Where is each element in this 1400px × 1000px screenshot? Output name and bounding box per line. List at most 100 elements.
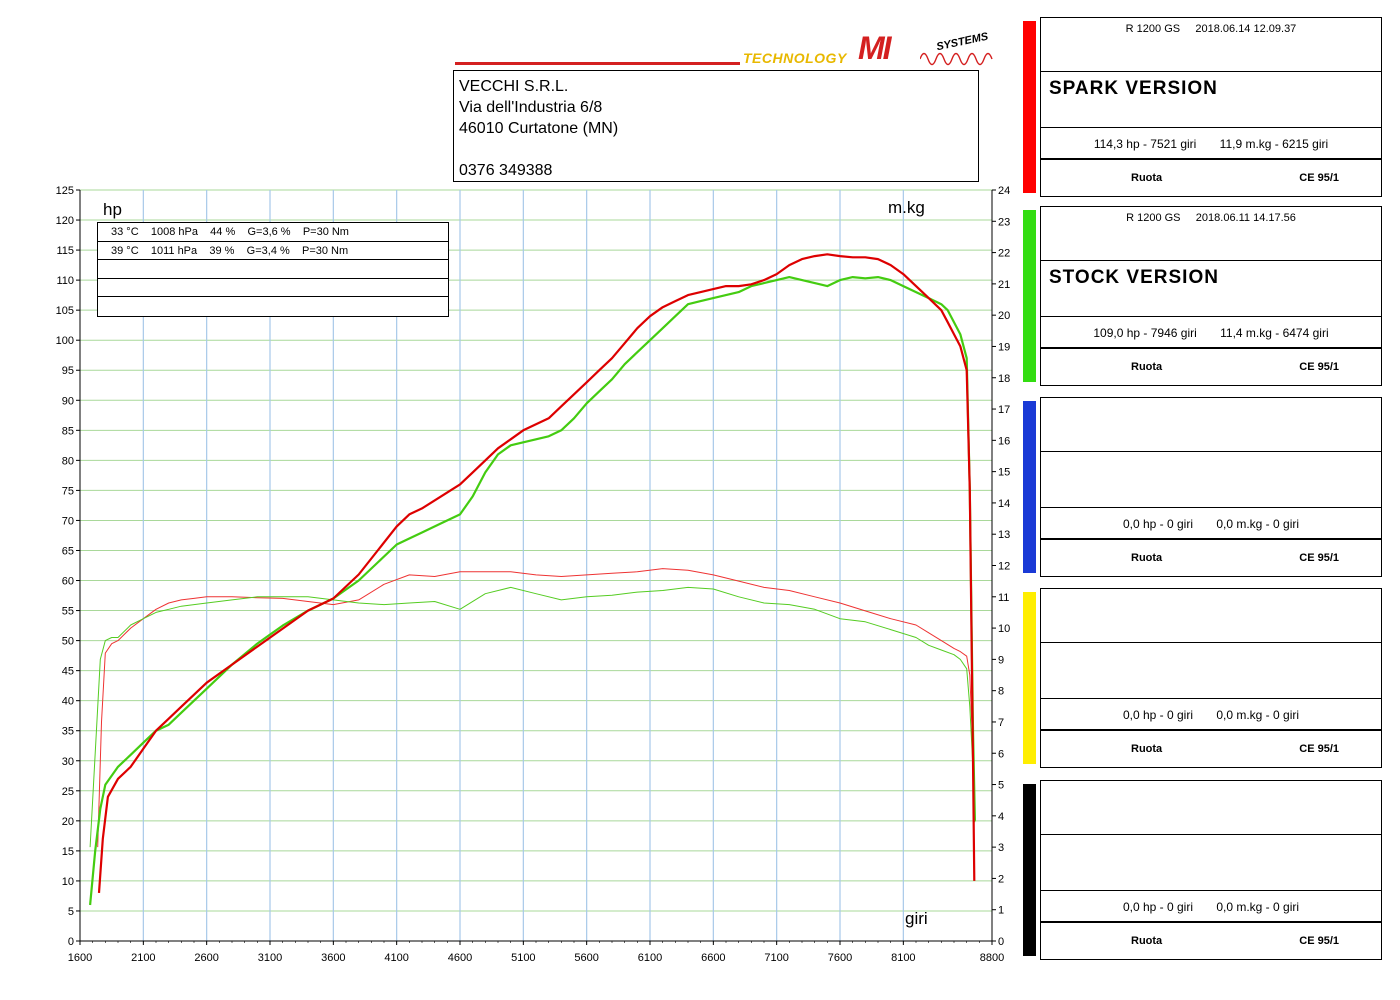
y-left-tick-label: 105 [56, 305, 74, 317]
x-tick-label: 6100 [638, 952, 662, 964]
y-right-tick-label: 0 [998, 936, 1004, 948]
run-footer: Ruota CE 95/1 [1041, 540, 1381, 576]
condition-row [98, 279, 448, 298]
run-foot-left: Ruota [1131, 743, 1163, 755]
y-left-tick-label: 90 [62, 395, 74, 407]
run-title: STOCK VERSION [1041, 261, 1381, 317]
torque-curve-2 [97, 568, 976, 848]
y-left-tick-label: 0 [68, 936, 74, 948]
y-left-tick-label: 60 [62, 576, 74, 588]
x-tick-label: 7100 [764, 952, 788, 964]
x-tick-label: 1600 [68, 952, 92, 964]
x-tick-label: 2600 [194, 952, 218, 964]
run-foot-left: Ruota [1131, 935, 1163, 947]
y-left-tick-label: 100 [56, 335, 74, 347]
address-line: 46010 Curtatone (MN) [459, 120, 619, 137]
y-left-tick-label: 50 [62, 636, 74, 648]
y-right-tick-label: 15 [998, 467, 1010, 479]
y-right-tick-label: 21 [998, 279, 1010, 291]
run-peak-values: 109,0 hp - 7946 giri 11,4 m.kg - 6474 gi… [1041, 317, 1381, 349]
run-header: R 1200 GS 2018.06.11 14.17.56 [1041, 207, 1381, 261]
conditions-table: 33 °C 1008 hPa 44 % G=3,6 % P=30 Nm 39 °… [97, 222, 449, 317]
x-tick-label: 2100 [131, 952, 155, 964]
run-title [1041, 452, 1381, 508]
address-line: Via dell'Industria 6/8 [459, 99, 603, 116]
y-right-tick-label: 12 [998, 561, 1010, 573]
address-line: 0376 349388 [459, 162, 553, 179]
y-left-tick-label: 20 [62, 816, 74, 828]
y-left-tick-label: 75 [62, 485, 74, 497]
x-tick-label: 3600 [321, 952, 345, 964]
x-tick-label: 3100 [258, 952, 282, 964]
x-tick-label: 7600 [828, 952, 852, 964]
x-tick-label: 5100 [511, 952, 535, 964]
power-curve-1 [89, 276, 976, 906]
logo-technology-text: TECHNOLOGY [743, 50, 847, 66]
run-foot-right: CE 95/1 [1299, 172, 1339, 184]
run-peak-values: 0,0 hp - 0 giri 0,0 m.kg - 0 giri [1041, 699, 1381, 731]
y-left-tick-label: 85 [62, 425, 74, 437]
address-box: VECCHI S.R.L. Via dell'Industria 6/8 460… [453, 70, 979, 182]
run-footer: Ruota CE 95/1 [1041, 160, 1381, 196]
run-peak-values: 0,0 hp - 0 giri 0,0 m.kg - 0 giri [1041, 891, 1381, 923]
run-color-bar [1023, 21, 1036, 193]
run-panel: R 1200 GS 2018.06.11 14.17.56 STOCK VERSI… [1040, 206, 1382, 386]
y-left-label: hp [103, 200, 122, 219]
run-foot-right: CE 95/1 [1299, 552, 1339, 564]
logo-wave-icon [920, 52, 993, 66]
y-left-tick-label: 10 [62, 876, 74, 888]
run-color-bar [1023, 784, 1036, 956]
y-right-tick-label: 13 [998, 529, 1010, 541]
x-tick-label: 5600 [574, 952, 598, 964]
y-right-tick-label: 5 [998, 780, 1004, 792]
run-footer: Ruota CE 95/1 [1041, 731, 1381, 767]
run-header [1041, 398, 1381, 452]
address-line: VECCHI S.R.L. [459, 78, 569, 95]
run-foot-right: CE 95/1 [1299, 361, 1339, 373]
run-foot-left: Ruota [1131, 172, 1163, 184]
y-left-tick-label: 65 [62, 545, 74, 557]
y-right-tick-label: 17 [998, 404, 1010, 416]
y-left-tick-label: 55 [62, 606, 74, 618]
y-left-tick-label: 120 [56, 215, 74, 227]
y-left-tick-label: 110 [56, 275, 74, 287]
y-left-tick-label: 25 [62, 786, 74, 798]
y-right-tick-label: 8 [998, 686, 1004, 698]
y-left-tick-label: 40 [62, 696, 74, 708]
y-left-tick-label: 45 [62, 666, 74, 678]
y-right-tick-label: 10 [998, 623, 1010, 635]
y-right-tick-label: 24 [998, 185, 1010, 197]
y-left-tick-label: 5 [68, 906, 74, 918]
run-title [1041, 835, 1381, 891]
torque-curve-3 [89, 586, 976, 848]
run-panel: R 1200 GS 2018.06.14 12.09.37 SPARK VERSI… [1040, 17, 1382, 197]
run-footer: Ruota CE 95/1 [1041, 923, 1381, 959]
y-right-tick-label: 11 [998, 592, 1009, 604]
y-left-tick-label: 70 [62, 515, 74, 527]
logo-red-line [455, 62, 740, 65]
y-left-tick-label: 35 [62, 726, 74, 738]
y-right-tick-label: 1 [998, 905, 1004, 917]
y-right-tick-label: 7 [998, 717, 1004, 729]
y-right-tick-label: 6 [998, 748, 1004, 760]
run-foot-left: Ruota [1131, 552, 1163, 564]
power-curve-0 [97, 253, 976, 893]
run-foot-right: CE 95/1 [1299, 935, 1339, 947]
run-header: R 1200 GS 2018.06.14 12.09.37 [1041, 18, 1381, 72]
y-right-tick-label: 22 [998, 248, 1010, 260]
y-right-tick-label: 20 [998, 310, 1010, 322]
x-tick-label: 8800 [980, 952, 1004, 964]
condition-row [98, 297, 448, 316]
y-right-tick-label: 16 [998, 435, 1010, 447]
address-line [459, 139, 973, 160]
run-header [1041, 589, 1381, 643]
y-right-tick-label: 23 [998, 216, 1010, 228]
run-foot-left: Ruota [1131, 361, 1163, 373]
run-color-bar [1023, 401, 1036, 573]
run-footer: Ruota CE 95/1 [1041, 349, 1381, 385]
x-axis-label: giri [905, 909, 928, 928]
condition-row [98, 260, 448, 279]
run-color-bar [1023, 210, 1036, 382]
y-right-tick-label: 14 [998, 498, 1010, 510]
y-left-tick-label: 115 [56, 245, 74, 257]
